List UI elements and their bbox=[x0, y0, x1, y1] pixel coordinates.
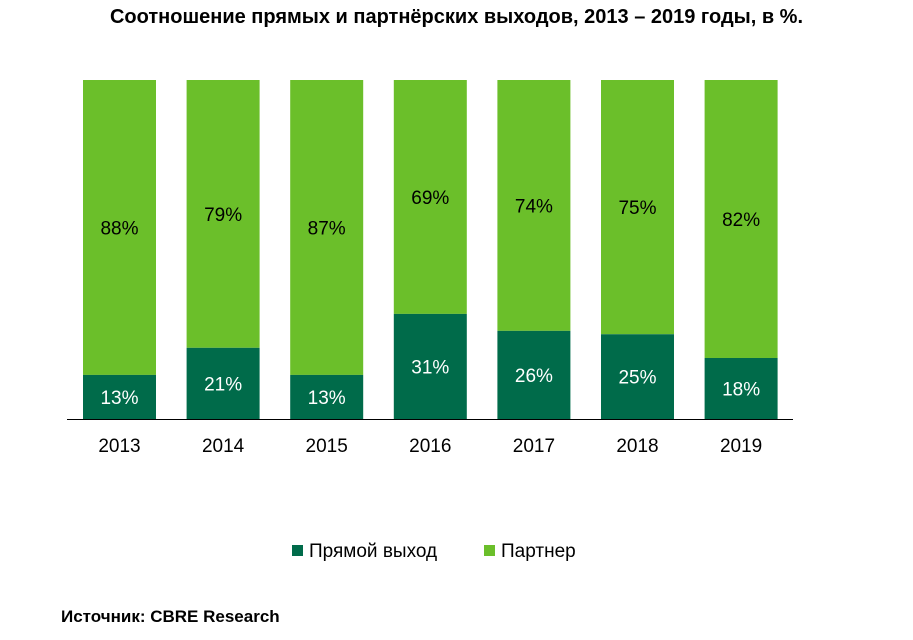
bar-direct-2016 bbox=[393, 313, 467, 419]
x-tick-2016: 2016 bbox=[409, 436, 451, 457]
legend-label-partner: Партнер bbox=[501, 541, 576, 562]
x-tick-2014: 2014 bbox=[202, 436, 245, 457]
label-partner-2013: 88% bbox=[100, 218, 138, 239]
bar-direct-2013 bbox=[83, 374, 156, 419]
bar-direct-2019 bbox=[704, 357, 778, 419]
x-tick-2018: 2018 bbox=[616, 436, 658, 457]
label-partner-2015: 87% bbox=[308, 218, 346, 239]
x-tick-2013: 2013 bbox=[98, 436, 140, 457]
label-direct-2018: 25% bbox=[618, 368, 656, 389]
bar-direct-2015 bbox=[290, 374, 364, 419]
bar-partner-2015 bbox=[290, 80, 364, 375]
legend-swatch-direct bbox=[292, 545, 303, 556]
source-note: Источник: CBRE Research bbox=[61, 607, 280, 626]
bar-partner-2014 bbox=[186, 80, 260, 348]
label-direct-2015: 13% bbox=[308, 388, 346, 409]
bar-partner-2019 bbox=[704, 80, 778, 358]
bar-partner-2016 bbox=[393, 80, 467, 314]
label-partner-2016: 69% bbox=[411, 188, 449, 209]
bar-partner-2017 bbox=[497, 80, 571, 331]
label-direct-2013: 13% bbox=[100, 388, 138, 409]
label-partner-2017: 74% bbox=[515, 196, 553, 217]
label-partner-2014: 79% bbox=[204, 205, 242, 226]
label-direct-2014: 21% bbox=[204, 374, 242, 395]
bar-partner-2018 bbox=[601, 80, 674, 335]
label-partner-2018: 75% bbox=[618, 198, 656, 219]
legend-swatch-partner bbox=[484, 545, 495, 556]
bar-direct-2018 bbox=[601, 334, 674, 419]
bar-direct-2017 bbox=[497, 330, 571, 419]
label-direct-2019: 18% bbox=[722, 379, 760, 400]
label-partner-2019: 82% bbox=[722, 210, 760, 231]
legend-label-direct: Прямой выход bbox=[309, 541, 437, 562]
x-tick-2015: 2015 bbox=[306, 436, 348, 457]
chart-title: Соотношение прямых и партнёрских выходов… bbox=[109, 6, 804, 28]
label-direct-2017: 26% bbox=[515, 366, 553, 387]
bar-direct-2014 bbox=[186, 347, 260, 419]
x-tick-2017: 2017 bbox=[513, 436, 555, 457]
label-direct-2016: 31% bbox=[411, 357, 449, 378]
bar-partner-2013 bbox=[83, 80, 156, 375]
x-tick-2019: 2019 bbox=[720, 436, 762, 457]
